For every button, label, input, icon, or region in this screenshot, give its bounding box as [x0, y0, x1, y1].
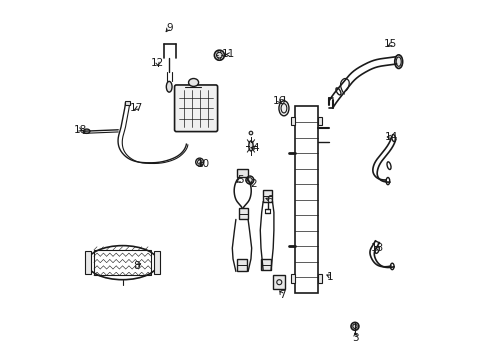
Bar: [263, 190, 272, 202]
Text: 11: 11: [221, 49, 235, 59]
Bar: [238, 208, 247, 220]
Ellipse shape: [214, 50, 224, 60]
Ellipse shape: [249, 131, 252, 135]
Text: 14: 14: [384, 132, 397, 142]
Bar: [294, 107, 317, 293]
Ellipse shape: [195, 158, 203, 166]
Ellipse shape: [394, 55, 402, 68]
Text: 6: 6: [266, 195, 272, 205]
Text: 7: 7: [278, 290, 285, 300]
Bar: [290, 117, 294, 125]
Ellipse shape: [350, 322, 358, 330]
Bar: [237, 169, 247, 177]
Ellipse shape: [188, 78, 198, 86]
Ellipse shape: [83, 129, 90, 134]
Text: 13: 13: [370, 243, 384, 253]
Bar: [85, 251, 91, 274]
Text: 18: 18: [74, 125, 87, 135]
Bar: [273, 275, 285, 289]
Ellipse shape: [245, 176, 253, 184]
Bar: [290, 274, 294, 283]
Text: 3: 3: [352, 333, 358, 343]
Text: 5: 5: [236, 175, 243, 185]
Bar: [260, 259, 270, 270]
Ellipse shape: [248, 141, 253, 151]
Bar: [94, 250, 151, 275]
Bar: [236, 259, 246, 271]
Bar: [317, 117, 321, 125]
Text: 4: 4: [251, 143, 258, 153]
Text: 15: 15: [384, 40, 397, 49]
Text: 9: 9: [165, 23, 172, 33]
Text: 2: 2: [250, 179, 256, 189]
Bar: [125, 101, 130, 105]
Text: 10: 10: [196, 159, 209, 169]
Ellipse shape: [166, 81, 172, 92]
FancyBboxPatch shape: [174, 85, 217, 132]
Bar: [153, 251, 160, 274]
Ellipse shape: [278, 101, 288, 116]
Text: 8: 8: [133, 261, 140, 271]
Text: 1: 1: [326, 272, 333, 282]
Bar: [317, 274, 321, 283]
Text: 17: 17: [130, 103, 143, 113]
Text: 16: 16: [272, 96, 285, 106]
Text: 12: 12: [151, 58, 164, 68]
Ellipse shape: [86, 246, 158, 280]
